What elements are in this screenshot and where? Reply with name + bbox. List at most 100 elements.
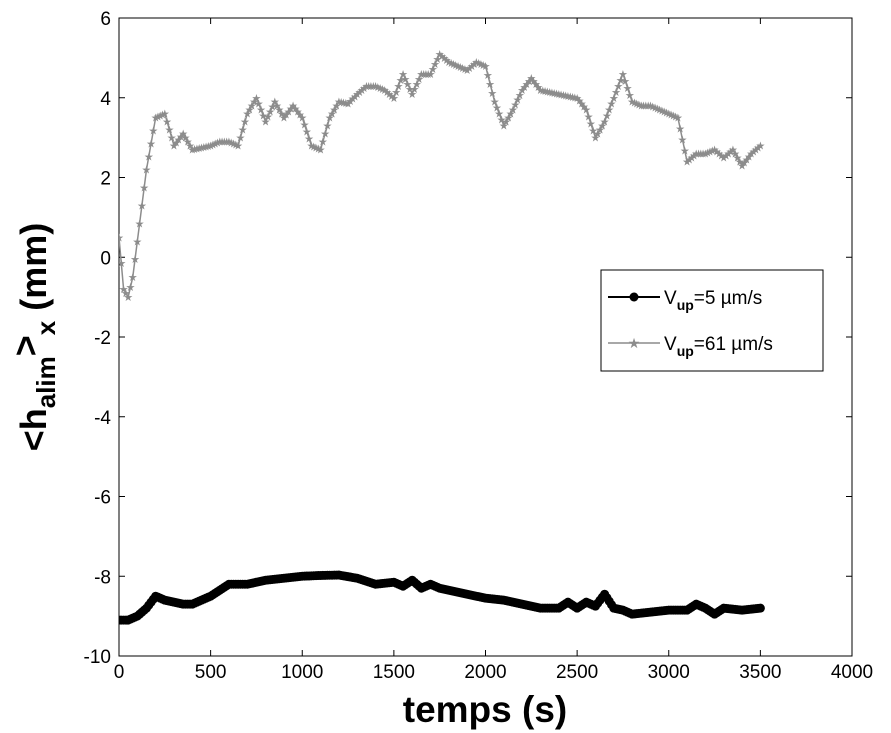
- series-1-point-113: ★: [373, 82, 383, 94]
- series-1-point-278: ★: [751, 145, 761, 157]
- series-1-point-122: ★: [394, 81, 404, 93]
- series-1: ★★★★★★★★★★★★★★★★★★★★★★★★★★★★★★★★★★★★★★★★…: [119, 49, 765, 304]
- series-1-point-118: ★: [384, 89, 394, 101]
- series-1-point-168: ★: [499, 121, 509, 133]
- series-1-point-275: ★: [744, 152, 754, 164]
- series-1-point-54: ★: [238, 125, 248, 137]
- series-1-point-236: ★: [655, 105, 665, 117]
- series-1-point-230: ★: [641, 101, 651, 113]
- series-1-point-36: ★: [197, 143, 207, 155]
- series-1-point-76: ★: [288, 101, 298, 113]
- series-1-point-90: ★: [320, 129, 330, 141]
- series-1-point-139: ★: [432, 54, 442, 66]
- series-1-point-268: ★: [728, 145, 738, 157]
- series-1-point-42: ★: [210, 139, 220, 151]
- series-1-point-46: ★: [219, 137, 229, 149]
- series-1-point-141: ★: [437, 51, 447, 63]
- x-tick-label-3: 1500: [373, 662, 415, 683]
- series-1-point-159: ★: [478, 60, 488, 72]
- series-1-point-129: ★: [410, 84, 420, 96]
- series-1-point-146: ★: [448, 59, 458, 71]
- series-1-point-202: ★: [577, 99, 587, 111]
- series-1-point-244: ★: [673, 113, 683, 125]
- series-1-point-58: ★: [247, 101, 257, 113]
- series-1-point-239: ★: [662, 108, 672, 120]
- series-1-point-208: ★: [591, 133, 601, 145]
- series-1-point-261: ★: [712, 147, 722, 159]
- series-1-point-237: ★: [657, 106, 667, 118]
- series-1-point-262: ★: [714, 149, 724, 161]
- series-1-point-108: ★: [361, 81, 371, 93]
- series-1-point-19: ★: [158, 110, 168, 122]
- series-1-point-186: ★: [540, 86, 550, 98]
- series-1-point-15: ★: [148, 126, 158, 138]
- series-1-point-49: ★: [226, 138, 236, 150]
- series-1-point-82: ★: [302, 127, 312, 139]
- series-1-point-149: ★: [455, 62, 465, 74]
- series-1-point-84: ★: [306, 141, 316, 153]
- series-1-point-174: ★: [513, 95, 523, 107]
- series-1-point-20: ★: [160, 109, 170, 121]
- series-1-point-213: ★: [602, 111, 612, 123]
- legend-entry-1: Vup=61 µm/s: [664, 334, 773, 359]
- y-tick-label-2: 2: [100, 169, 111, 190]
- series-1-point-112: ★: [371, 81, 381, 93]
- series-1-point-252: ★: [691, 149, 701, 161]
- series-1-point-25: ★: [171, 138, 181, 150]
- series-1-point-211: ★: [597, 121, 607, 133]
- series-1-point-181: ★: [529, 76, 539, 88]
- series-1-point-222: ★: [623, 83, 633, 95]
- series-1-line: [119, 52, 761, 300]
- y-tick-label-5: -4: [94, 408, 111, 429]
- series-1-point-143: ★: [442, 55, 452, 67]
- series-1-point-110: ★: [366, 81, 376, 93]
- series-1-point-276: ★: [746, 149, 756, 161]
- series-1-point-61: ★: [254, 99, 264, 111]
- series-1-point-232: ★: [645, 101, 655, 113]
- series-1-point-68: ★: [270, 97, 280, 109]
- series-1-point-97: ★: [336, 97, 346, 109]
- series-1-point-165: ★: [492, 103, 502, 115]
- series-1-point-249: ★: [684, 155, 694, 167]
- legend: Vup=5 µm/s ★ Vup=61 µm/s: [600, 269, 824, 372]
- series-1-point-192: ★: [554, 89, 564, 101]
- series-1-point-251: ★: [689, 151, 699, 163]
- x-tick-label-0: 0: [114, 662, 125, 683]
- series-1-point-47: ★: [222, 137, 232, 149]
- series-1-point-259: ★: [707, 146, 717, 158]
- series-1-point-234: ★: [650, 103, 660, 115]
- series-1-point-178: ★: [522, 79, 532, 91]
- series-1-point-45: ★: [217, 137, 227, 149]
- y-axis-label-unit: (mm): [13, 223, 54, 321]
- series-1-point-205: ★: [584, 112, 594, 124]
- series-1-point-241: ★: [666, 110, 676, 122]
- series-1-point-83: ★: [304, 134, 314, 146]
- series-1-point-50: ★: [229, 139, 239, 151]
- series-1-point-229: ★: [639, 101, 649, 113]
- series-1-point-269: ★: [730, 149, 740, 161]
- series-1-point-48: ★: [224, 137, 234, 149]
- series-1-point-88: ★: [316, 145, 326, 157]
- series-1-point-5: ★: [126, 282, 136, 294]
- series-1-point-216: ★: [609, 93, 619, 105]
- series-1-point-253: ★: [694, 149, 704, 161]
- series-1-point-133: ★: [419, 69, 429, 81]
- series-1-point-29: ★: [180, 133, 190, 145]
- legend-entry-0-sub: up: [677, 297, 694, 313]
- series-1-point-30: ★: [183, 137, 193, 149]
- series-1-point-197: ★: [565, 91, 575, 103]
- series-1-point-120: ★: [389, 93, 399, 105]
- series-1-point-215: ★: [607, 99, 617, 111]
- series-1-point-147: ★: [451, 60, 461, 72]
- series-1-point-182: ★: [531, 79, 541, 91]
- legend-marker-1: ★: [628, 335, 641, 351]
- series-1-point-103: ★: [350, 91, 360, 103]
- series-1-point-26: ★: [174, 135, 184, 147]
- series-1-point-79: ★: [295, 110, 305, 122]
- series-1-point-65: ★: [263, 112, 273, 124]
- series-1-point-40: ★: [206, 141, 216, 153]
- series-1-point-166: ★: [494, 109, 504, 121]
- legend-entry-0-post: =5 µm/s: [694, 288, 763, 309]
- y-tick-label-4: -2: [94, 328, 111, 349]
- series-1-point-137: ★: [428, 64, 438, 76]
